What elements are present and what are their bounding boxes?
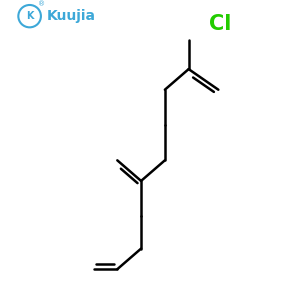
Text: K: K (26, 11, 33, 21)
Text: Cl: Cl (209, 14, 231, 34)
Text: Kuujia: Kuujia (47, 9, 96, 23)
Text: ®: ® (38, 2, 45, 8)
